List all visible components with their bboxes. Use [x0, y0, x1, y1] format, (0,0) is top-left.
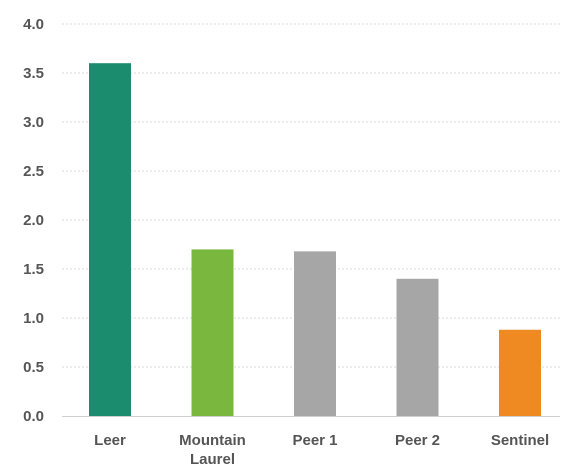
x-category-label-line: Sentinel: [491, 432, 549, 449]
y-tick-label: 1.5: [23, 261, 44, 278]
bar-mountain-laurel: [191, 249, 234, 416]
y-axis-tick-labels: 0.0 0.5 1.0 1.5 2.0 2.5 3.0 3.5 4.0: [23, 16, 44, 425]
y-tick-label: 2.0: [23, 212, 44, 229]
y-tick-label: 0.5: [23, 359, 44, 376]
x-category-label: Leer: [94, 432, 126, 449]
bar-peer-2: [396, 278, 439, 416]
x-category-label-line: Leer: [94, 432, 126, 449]
x-category-label-line: Mountain: [179, 432, 246, 449]
x-category-label: Peer 1: [292, 432, 337, 449]
x-axis-category-labels: Leer Mountain Laurel Peer 1 Peer 2 Sentinel: [94, 432, 549, 468]
y-tick-label: 0.0: [23, 408, 44, 425]
y-tick-label: 3.0: [23, 114, 44, 131]
x-category-label-line: Laurel: [190, 451, 235, 468]
y-tick-label: 1.0: [23, 310, 44, 327]
bar-sentinel: [499, 329, 541, 416]
bar-peer-1: [294, 251, 336, 416]
bars: [89, 63, 541, 416]
y-tick-label: 3.5: [23, 65, 44, 82]
y-tick-label: 2.5: [23, 163, 44, 180]
x-category-label: Sentinel: [491, 432, 549, 449]
x-category-label-line: Peer 1: [292, 432, 337, 449]
x-category-label: Mountain Laurel: [179, 432, 246, 468]
y-tick-label: 4.0: [23, 16, 44, 33]
x-category-label-line: Peer 2: [395, 432, 440, 449]
bar-leer: [89, 63, 131, 416]
x-category-label: Peer 2: [395, 432, 440, 449]
